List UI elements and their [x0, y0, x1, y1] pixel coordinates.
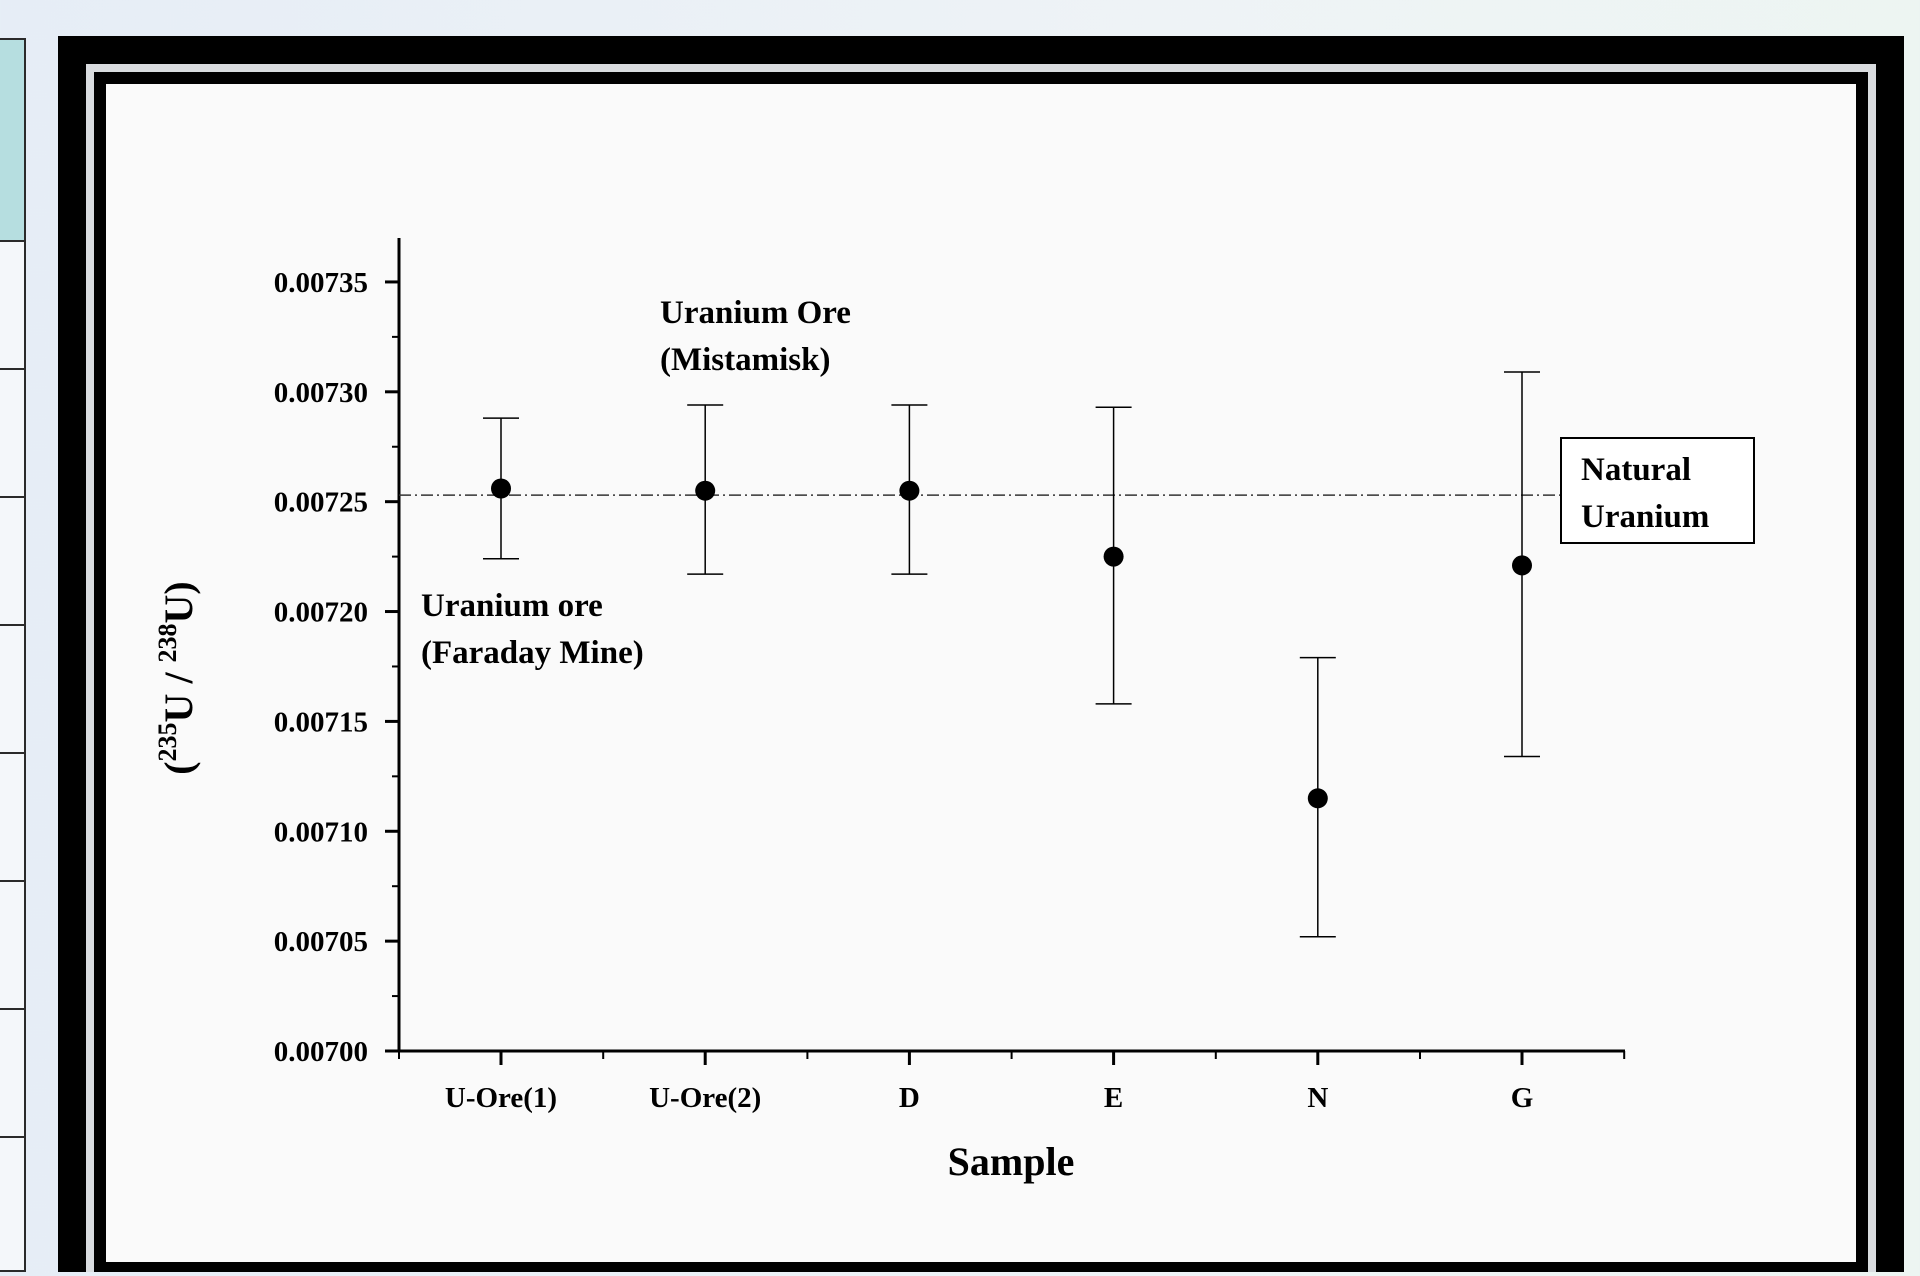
x-ticks-group: U-Ore(1) U-Ore(2) D E N G — [398, 1051, 1626, 1114]
x-tick-label: U-Ore(2) — [649, 1082, 761, 1114]
chart-frame — [58, 36, 1904, 1272]
y-tick-label: 0.00735 — [274, 267, 368, 299]
data-point — [491, 478, 511, 499]
left-panel-cell — [0, 368, 24, 496]
points-group — [491, 478, 1532, 809]
annotation-mistamisk-line2: (Mistamisk) — [660, 342, 830, 378]
y-tick-label: 0.00725 — [274, 487, 368, 519]
data-point — [1512, 555, 1532, 576]
data-point — [1307, 788, 1328, 809]
left-panel-strip — [0, 38, 26, 1272]
annotation-mistamisk-line1: Uranium Ore — [660, 295, 851, 331]
left-panel-cell — [0, 624, 24, 752]
y-tick-label: 0.00710 — [274, 816, 368, 848]
left-panel-cell — [0, 880, 24, 1008]
data-point — [899, 480, 920, 501]
chart-frame-inner — [94, 72, 1868, 1272]
y-tick-label: 0.00705 — [274, 926, 368, 958]
chart-frame-border — [86, 64, 1876, 1272]
y-ticks-group: 0.00700 0.00705 0.00710 0.00715 0.00720 0.007… — [274, 267, 399, 1068]
left-panel-cell — [0, 40, 24, 240]
y-axis-title-sup1: 235 — [153, 722, 182, 761]
y-axis-title-sup2: 238 — [153, 623, 182, 662]
left-panel-cell — [0, 496, 24, 624]
x-tick-label: G — [1511, 1082, 1534, 1114]
left-panel-cell — [0, 240, 24, 368]
y-axis-title-open: ( — [156, 761, 201, 774]
x-tick-label: U-Ore(1) — [445, 1082, 557, 1114]
data-point — [695, 480, 716, 501]
data-point — [1103, 546, 1124, 567]
y-axis-title-mid: U / — [156, 662, 201, 722]
y-axis-title-close: U) — [156, 581, 201, 623]
left-panel-cell — [0, 1008, 24, 1136]
legend-box — [1560, 437, 1755, 544]
annotation-faraday-line2: (Faraday Mine) — [421, 635, 644, 671]
y-tick-label: 0.00720 — [274, 597, 368, 629]
legend-box-line1: Natural — [1581, 452, 1691, 488]
y-axis-title: (235U / 238U) — [153, 581, 201, 775]
legend-box-line2: Uranium — [1581, 499, 1709, 535]
y-tick-label: 0.00700 — [274, 1036, 368, 1068]
left-panel-cell — [0, 752, 24, 880]
x-axis-title: Sample — [948, 1139, 1075, 1184]
x-tick-label: N — [1307, 1082, 1328, 1114]
annotation-faraday-line1: Uranium ore — [421, 588, 603, 624]
left-panel-cell — [0, 1136, 24, 1276]
x-tick-label: D — [899, 1082, 920, 1114]
x-tick-label: E — [1104, 1082, 1123, 1114]
y-tick-label: 0.00730 — [274, 377, 368, 409]
y-tick-label: 0.00715 — [274, 706, 368, 738]
